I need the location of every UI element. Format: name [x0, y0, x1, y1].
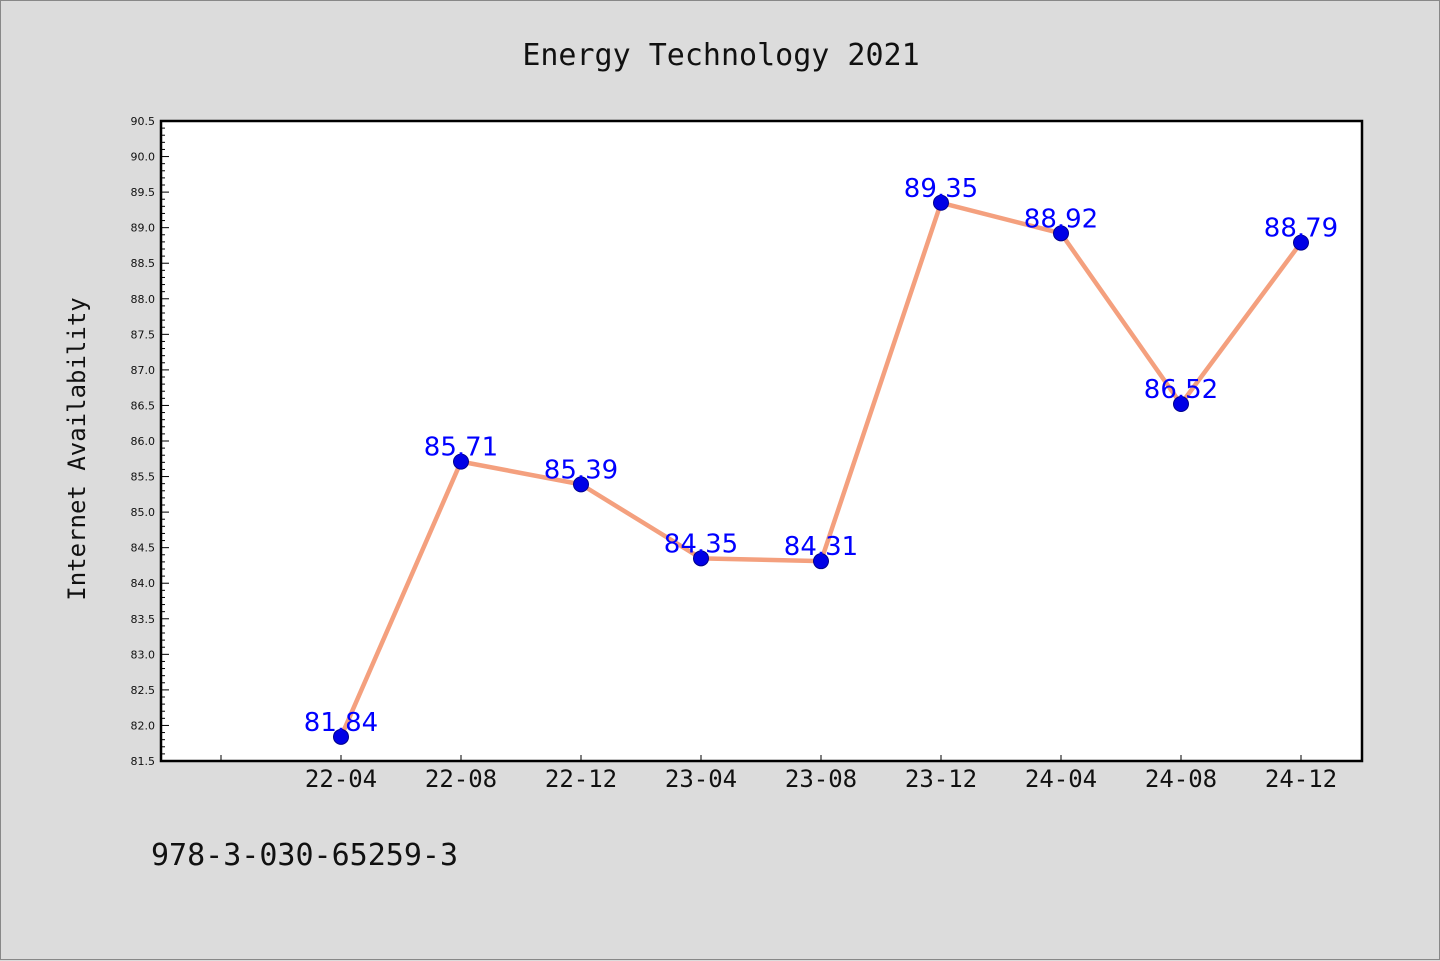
data-point: [1053, 225, 1069, 242]
y-tick-label: 82.0: [131, 719, 156, 732]
data-label: 88.79: [1264, 214, 1338, 244]
y-tick-label: 86.0: [131, 435, 156, 448]
y-tick-label: 81.5: [131, 755, 156, 768]
data-label: 84.35: [664, 529, 738, 559]
data-point: [693, 550, 709, 567]
y-tick-label: 90.0: [131, 151, 156, 164]
x-tick-label: 22-12: [545, 765, 617, 793]
data-labels: 81.84 85.71 85.39 84.35 84.31 89.35 88.92 86.52…: [304, 174, 1338, 738]
data-point: [933, 194, 949, 211]
y-tick-label: 87.0: [131, 364, 156, 377]
x-axis: 22-04 22-08 22-12 23-04 23-08 23-12 24-04 24-08…: [220, 755, 1337, 793]
y-tick-label: 84.0: [131, 577, 156, 590]
plot-area: [161, 121, 1362, 761]
y-tick-label: 90.5: [131, 115, 156, 128]
data-point: [333, 728, 349, 745]
data-label: 88.92: [1024, 204, 1098, 234]
data-label: 81.84: [304, 708, 378, 738]
y-axis-label: Internet Availability: [63, 297, 91, 600]
y-tick-label: 84.5: [131, 542, 156, 555]
x-tick-label: 22-08: [425, 765, 497, 793]
data-point: [1173, 396, 1189, 413]
x-tick-label: 23-04: [665, 765, 737, 793]
x-tick-label: 24-08: [1145, 765, 1217, 793]
plot-frame: [159, 119, 1364, 763]
y-tick-label: 89.5: [131, 186, 156, 199]
y-tick-label: 88.5: [131, 257, 156, 270]
y-tick-label: 82.5: [131, 684, 156, 697]
y-tick-label: 85.0: [131, 506, 156, 519]
x-tick-label: 23-12: [905, 765, 977, 793]
data-points: [333, 194, 1309, 745]
data-label: 86.52: [1144, 375, 1218, 405]
x-tick-label: 22-04: [305, 765, 377, 793]
y-tick-label: 87.5: [131, 328, 156, 341]
y-tick-label: 85.5: [131, 471, 156, 484]
y-tick-label: 88.0: [131, 293, 156, 306]
y-tick-label: 89.0: [131, 222, 156, 235]
y-tick-label: 83.0: [131, 648, 156, 661]
data-point: [1293, 234, 1309, 251]
data-point: [573, 476, 589, 493]
x-tick-label: 24-04: [1025, 765, 1097, 793]
data-label: 84.31: [784, 532, 858, 562]
y-tick-label: 86.5: [131, 399, 156, 412]
y-tick-label: 83.5: [131, 613, 156, 626]
chart-title: Energy Technology 2021: [522, 38, 919, 73]
data-point: [813, 553, 829, 570]
x-tick-label: 24-12: [1265, 765, 1337, 793]
data-point: [453, 453, 469, 470]
data-label: 85.39: [544, 455, 618, 485]
isbn-footer: 978-3-030-65259-3: [151, 838, 458, 873]
data-label: 85.71: [424, 433, 498, 463]
data-label: 89.35: [904, 174, 978, 204]
x-tick-label: 23-08: [785, 765, 857, 793]
